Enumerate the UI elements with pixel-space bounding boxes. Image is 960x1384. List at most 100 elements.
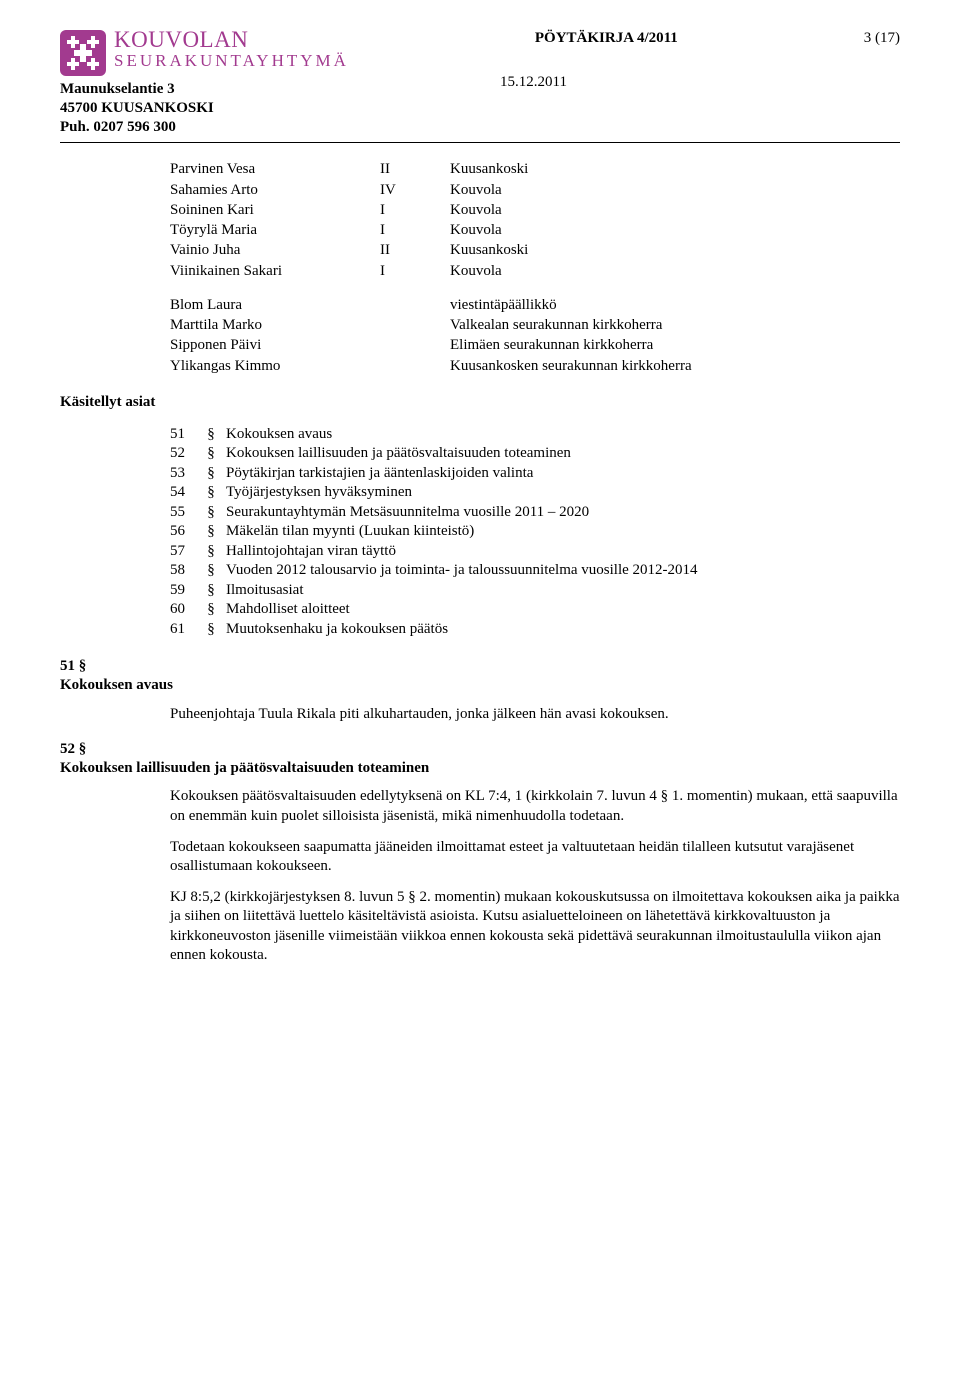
doc-date: 15.12.2011 <box>500 74 567 91</box>
official-name: Blom Laura <box>170 295 450 315</box>
officials-table: Blom Lauraviestintäpäällikkö Marttila Ma… <box>170 295 704 376</box>
section-51-heading: 51 § Kokouksen avaus <box>60 657 900 695</box>
agenda-num: 61 <box>170 620 196 640</box>
agenda-text: Vuoden 2012 talousarvio ja toiminta- ja … <box>226 561 698 581</box>
page: KOUVOLAN SEURAKUNTAYHTYMÄ PÖYTÄKIRJA 4/2… <box>0 0 960 1384</box>
table-row: 55§Seurakuntayhtymän Metsäsuunnitelma vu… <box>170 503 698 523</box>
table-row: Ylikangas KimmoKuusankosken seurakunnan … <box>170 356 704 376</box>
table-row: 54§Työjärjestyksen hyväksyminen <box>170 483 698 503</box>
table-row: Parvinen VesaIIKuusankoski <box>170 159 540 179</box>
attendee-role: Kouvola <box>450 180 540 200</box>
table-row: Töyrylä MariaIKouvola <box>170 220 540 240</box>
agenda-num: 52 <box>170 444 196 464</box>
attendee-name: Parvinen Vesa <box>170 159 380 179</box>
agenda-sym: § <box>196 464 226 484</box>
logo-icon <box>60 30 106 76</box>
agenda-num: 56 <box>170 522 196 542</box>
page-ref: 3 (17) <box>864 28 900 47</box>
agenda-sym: § <box>196 503 226 523</box>
agenda-text: Seurakuntayhtymän Metsäsuunnitelma vuosi… <box>226 503 698 523</box>
attendee-name: Soininen Kari <box>170 200 380 220</box>
table-row: 57§Hallintojohtajan viran täyttö <box>170 542 698 562</box>
agenda-num: 60 <box>170 600 196 620</box>
section-52-body: Kokouksen päätösvaltaisuuden edellytykse… <box>170 787 900 965</box>
agenda-text: Pöytäkirjan tarkistajien ja ääntenlaskij… <box>226 464 698 484</box>
logo-block: KOUVOLAN SEURAKUNTAYHTYMÄ <box>60 28 349 76</box>
agenda-sym: § <box>196 600 226 620</box>
table-row: Viinikainen SakariIKouvola <box>170 261 540 281</box>
table-row: 52§Kokouksen laillisuuden ja päätösvalta… <box>170 444 698 464</box>
attendee-role: Kuusankoski <box>450 240 540 260</box>
agenda-text: Mäkelän tilan myynti (Luukan kiinteistö) <box>226 522 698 542</box>
agenda-sym: § <box>196 620 226 640</box>
address-line3: Puh. 0207 596 300 <box>60 118 900 137</box>
agenda-num: 59 <box>170 581 196 601</box>
agenda-sym: § <box>196 522 226 542</box>
attendee-col: IV <box>380 180 450 200</box>
agenda-sym: § <box>196 542 226 562</box>
agenda-text: Työjärjestyksen hyväksyminen <box>226 483 698 503</box>
section-title: Kokouksen avaus <box>60 676 900 695</box>
attendee-col: II <box>380 240 450 260</box>
attendee-col: I <box>380 220 450 240</box>
agenda-sym: § <box>196 561 226 581</box>
section-num: 51 § <box>60 657 900 676</box>
table-row: Blom Lauraviestintäpäällikkö <box>170 295 704 315</box>
table-row: Sahamies ArtoIVKouvola <box>170 180 540 200</box>
agenda-sym: § <box>196 444 226 464</box>
attendees-table: Parvinen VesaIIKuusankoski Sahamies Arto… <box>170 159 540 281</box>
official-name: Ylikangas Kimmo <box>170 356 450 376</box>
agenda-text: Mahdolliset aloitteet <box>226 600 698 620</box>
agenda-table: 51§Kokouksen avaus 52§Kokouksen laillisu… <box>170 425 698 640</box>
table-row: 51§Kokouksen avaus <box>170 425 698 445</box>
attendee-name: Vainio Juha <box>170 240 380 260</box>
header-row: KOUVOLAN SEURAKUNTAYHTYMÄ PÖYTÄKIRJA 4/2… <box>60 28 900 76</box>
agenda-text: Kokouksen laillisuuden ja päätösvaltaisu… <box>226 444 698 464</box>
agenda-num: 54 <box>170 483 196 503</box>
table-row: 53§Pöytäkirjan tarkistajien ja ääntenlas… <box>170 464 698 484</box>
attendee-name: Töyrylä Maria <box>170 220 380 240</box>
address-line1: Maunukselantie 3 <box>60 80 900 99</box>
table-row: 56§Mäkelän tilan myynti (Luukan kiinteis… <box>170 522 698 542</box>
table-row: Vainio JuhaIIKuusankoski <box>170 240 540 260</box>
agenda-text: Kokouksen avaus <box>226 425 698 445</box>
agenda-text: Ilmoitusasiat <box>226 581 698 601</box>
official-name: Marttila Marko <box>170 315 450 335</box>
doc-title: PÖYTÄKIRJA 4/2011 <box>535 28 678 47</box>
table-row: 58§Vuoden 2012 talousarvio ja toiminta- … <box>170 561 698 581</box>
logo-bottom: SEURAKUNTAYHTYMÄ <box>114 52 349 70</box>
paragraph: Kokouksen päätösvaltaisuuden edellytykse… <box>170 787 900 825</box>
agenda-sym: § <box>196 483 226 503</box>
agenda-heading: Käsitellyt asiat <box>60 394 900 411</box>
attendee-name: Sahamies Arto <box>170 180 380 200</box>
address-block: Maunukselantie 3 45700 KUUSANKOSKI Puh. … <box>60 80 900 136</box>
address-line2: 45700 KUUSANKOSKI <box>60 99 900 118</box>
attendee-role: Kuusankoski <box>450 159 540 179</box>
official-role: Elimäen seurakunnan kirkkoherra <box>450 335 704 355</box>
table-row: 61§Muutoksenhaku ja kokouksen päätös <box>170 620 698 640</box>
logo-text: KOUVOLAN SEURAKUNTAYHTYMÄ <box>114 28 349 70</box>
attendee-col: I <box>380 200 450 220</box>
agenda-text: Muutoksenhaku ja kokouksen päätös <box>226 620 698 640</box>
official-role: Valkealan seurakunnan kirkkoherra <box>450 315 704 335</box>
paragraph: Puheenjohtaja Tuula Rikala piti alkuhart… <box>170 705 900 724</box>
attendee-col: II <box>380 159 450 179</box>
section-num: 52 § <box>60 740 900 759</box>
logo-top: KOUVOLAN <box>114 28 349 52</box>
agenda-sym: § <box>196 425 226 445</box>
paragraph: Todetaan kokoukseen saapumatta jääneiden… <box>170 838 900 876</box>
official-name: Sipponen Päivi <box>170 335 450 355</box>
table-row: Sipponen PäiviElimäen seurakunnan kirkko… <box>170 335 704 355</box>
attendee-role: Kouvola <box>450 220 540 240</box>
attendee-role: Kouvola <box>450 261 540 281</box>
table-row: Marttila MarkoValkealan seurakunnan kirk… <box>170 315 704 335</box>
section-title: Kokouksen laillisuuden ja päätösvaltaisu… <box>60 759 900 778</box>
attendee-role: Kouvola <box>450 200 540 220</box>
divider <box>60 142 900 143</box>
section-51-body: Puheenjohtaja Tuula Rikala piti alkuhart… <box>170 705 900 724</box>
section-52-heading: 52 § Kokouksen laillisuuden ja päätösval… <box>60 740 900 778</box>
table-row: 59§Ilmoitusasiat <box>170 581 698 601</box>
agenda-num: 57 <box>170 542 196 562</box>
official-role: Kuusankosken seurakunnan kirkkoherra <box>450 356 704 376</box>
agenda-num: 58 <box>170 561 196 581</box>
